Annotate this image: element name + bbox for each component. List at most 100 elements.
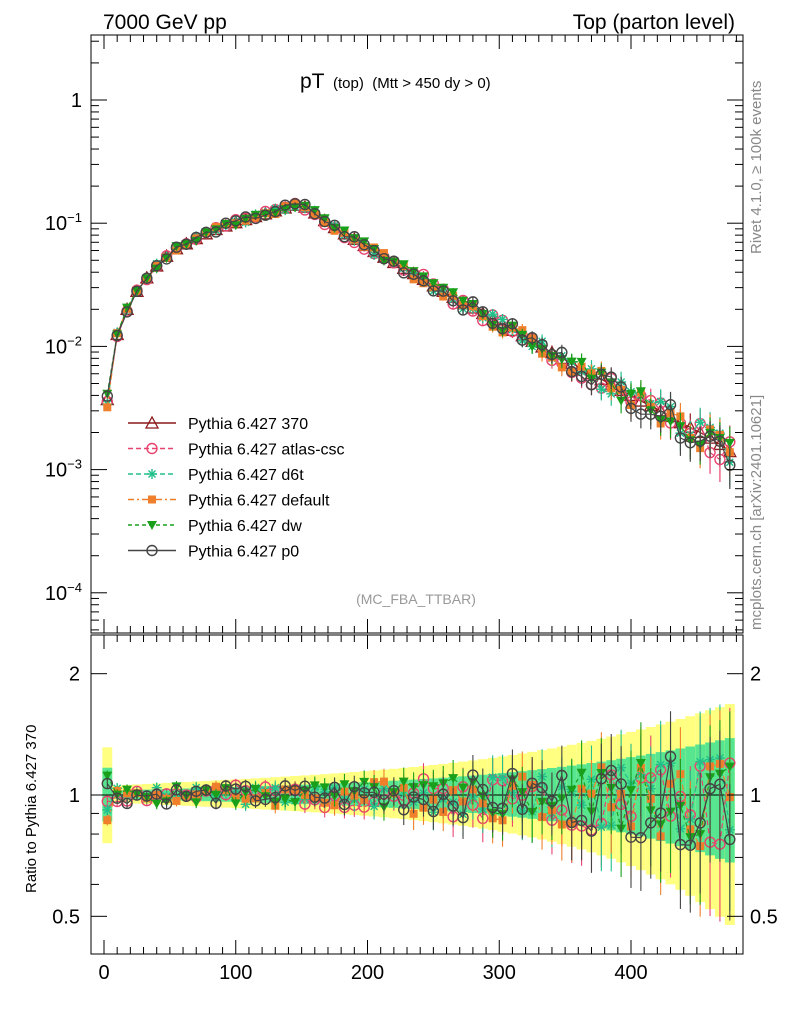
data-point xyxy=(704,430,716,442)
data-point xyxy=(388,255,400,267)
data-point xyxy=(309,781,320,791)
data-point xyxy=(398,803,410,816)
data-point xyxy=(625,402,637,415)
data-point xyxy=(160,253,173,265)
data-point xyxy=(190,231,202,244)
data-point xyxy=(527,342,538,352)
data-point xyxy=(664,399,677,411)
legend-label: Pythia 6.427 370 xyxy=(188,416,308,433)
data-point xyxy=(556,769,568,782)
data-point xyxy=(131,285,143,298)
data-point xyxy=(566,785,577,795)
data-point xyxy=(388,785,400,797)
data-point xyxy=(447,295,459,307)
data-point xyxy=(428,782,439,792)
data-point xyxy=(497,772,508,783)
data-point xyxy=(250,785,261,795)
data-point xyxy=(665,417,676,427)
data-point xyxy=(348,231,361,243)
data-point xyxy=(486,317,499,330)
data-point xyxy=(279,780,291,792)
data-point xyxy=(101,777,113,790)
data-point xyxy=(290,203,301,213)
axis-ticks xyxy=(91,35,743,954)
ratio-tick-label-right: 2 xyxy=(750,664,761,686)
data-point xyxy=(694,435,706,447)
data-point xyxy=(259,209,272,221)
data-point xyxy=(299,780,311,792)
data-point xyxy=(172,796,181,805)
data-point xyxy=(378,794,390,806)
data-point xyxy=(585,379,598,391)
data-point xyxy=(150,788,163,800)
data-point xyxy=(437,788,449,800)
data-point xyxy=(704,783,716,795)
data-point xyxy=(417,275,430,287)
data-point xyxy=(101,390,113,402)
data-point xyxy=(724,438,735,448)
data-point xyxy=(230,215,242,227)
data-point xyxy=(585,825,598,837)
data-point xyxy=(654,410,667,423)
ratio-uncertainty-bands xyxy=(102,704,735,925)
data-point xyxy=(616,396,627,406)
data-point xyxy=(309,206,320,216)
data-point xyxy=(694,817,706,829)
data-point xyxy=(595,773,608,785)
data-point xyxy=(200,784,212,796)
ratio-series-line xyxy=(106,757,731,831)
ratio-tick-label-right: 0.5 xyxy=(750,906,778,928)
data-point xyxy=(398,777,409,787)
ratio-y-axis-label: Ratio to Pythia 6.427 370 xyxy=(23,725,40,893)
data-point xyxy=(695,417,706,428)
legend-label: Pythia 6.427 default xyxy=(188,493,330,510)
data-point xyxy=(103,816,112,825)
x-tick-label: 200 xyxy=(351,962,384,984)
data-point xyxy=(103,403,112,412)
data-point xyxy=(626,786,636,796)
data-point xyxy=(447,800,459,812)
y-tick-label: 10−4 xyxy=(45,580,82,605)
data-point xyxy=(160,798,173,810)
header-left: 7000 GeV pp xyxy=(103,11,227,34)
data-point xyxy=(448,288,459,298)
data-point xyxy=(714,435,726,447)
data-point xyxy=(210,226,222,238)
legend-item: Pythia 6.427 p0 xyxy=(128,544,299,561)
data-point xyxy=(516,803,529,815)
data-point xyxy=(724,833,736,846)
data-point xyxy=(526,332,538,344)
data-point xyxy=(249,212,262,225)
legend-item: Pythia 6.427 d6t xyxy=(128,467,304,484)
data-point xyxy=(121,306,133,318)
data-point xyxy=(575,370,588,383)
data-point xyxy=(477,783,489,796)
data-point xyxy=(368,786,380,798)
x-tick-label: 100 xyxy=(219,962,252,984)
data-point xyxy=(328,219,341,232)
data-point xyxy=(122,785,133,795)
data-point xyxy=(487,309,498,320)
data-point xyxy=(150,259,163,272)
data-point xyxy=(635,831,647,844)
main-y-tick-labels: 10−4 10−3 10−2 10−1 1 xyxy=(45,90,82,605)
data-point xyxy=(417,793,430,806)
data-point xyxy=(147,469,157,479)
data-point xyxy=(299,198,311,211)
data-point xyxy=(546,795,558,807)
plot-title: pT (top) (Mtt > 450 dy > 0) xyxy=(300,70,491,93)
data-point xyxy=(576,357,587,367)
data-point xyxy=(398,260,409,270)
legend-label: Pythia 6.427 atlas-csc xyxy=(188,442,345,459)
data-point xyxy=(556,346,568,359)
data-point xyxy=(379,777,388,786)
y-tick-label: 10−1 xyxy=(45,210,82,235)
data-point xyxy=(210,797,222,809)
data-point xyxy=(144,415,160,429)
data-point xyxy=(596,384,607,395)
data-point xyxy=(428,279,439,289)
data-point xyxy=(409,809,418,818)
data-point xyxy=(596,822,607,833)
data-point xyxy=(566,357,577,367)
